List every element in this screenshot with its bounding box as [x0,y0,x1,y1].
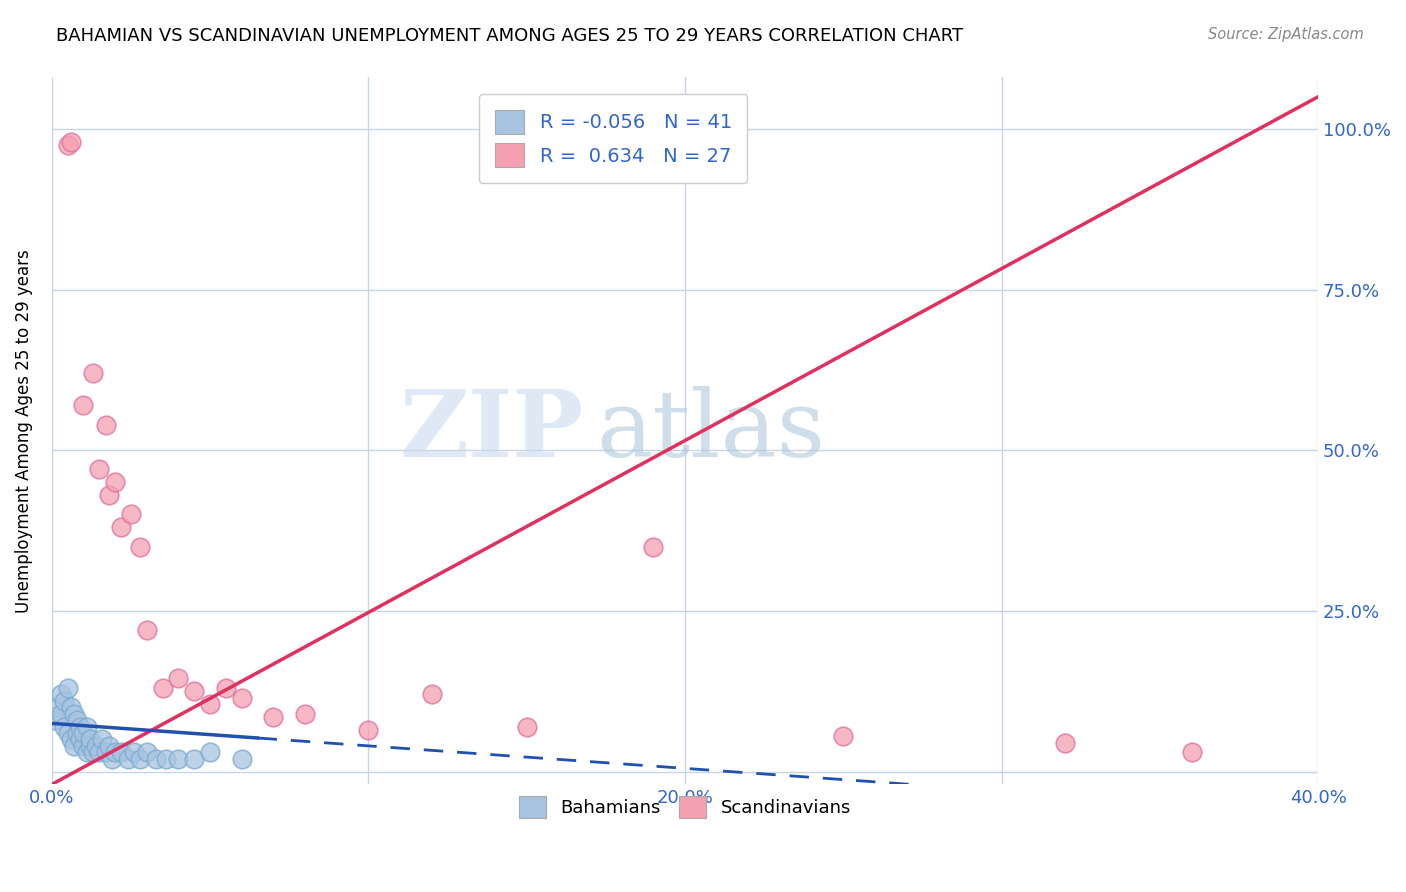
Point [56,681,79,695]
Point [167,752,190,766]
Point [643,540,665,554]
Text: ZIP: ZIP [399,386,583,476]
Point [1053,736,1076,750]
Point [51,688,73,702]
Point [72,739,94,753]
Point [120,508,142,522]
Point [294,706,316,721]
Point [69,720,91,734]
Point [82,366,104,380]
Point [155,752,177,766]
Point [59,732,82,747]
Y-axis label: Unemployment Among Ages 25 to 29 years: Unemployment Among Ages 25 to 29 years [15,249,32,613]
Point [198,745,221,759]
Point [94,745,117,759]
Point [63,706,86,721]
Point [66,726,89,740]
Point [84,739,107,753]
Point [183,684,205,698]
Point [215,681,238,695]
Point [101,752,124,766]
Point [53,720,76,734]
Point [72,726,94,740]
Point [135,745,157,759]
Point [76,745,98,759]
Point [516,720,538,734]
Point [72,398,94,412]
Point [104,745,127,759]
Point [89,462,111,476]
Point [53,694,76,708]
Point [262,710,284,724]
Point [79,732,101,747]
Point [56,137,79,152]
Point [183,752,205,766]
Point [56,726,79,740]
Point [145,752,167,766]
Point [59,700,82,714]
Point [117,752,139,766]
Point [89,745,111,759]
Point [110,520,132,534]
Point [167,672,190,686]
Point [198,697,221,711]
Point [91,732,114,747]
Point [59,135,82,149]
Point [46,700,69,714]
Point [122,745,145,759]
Point [1180,745,1202,759]
Point [76,720,98,734]
Point [66,713,89,727]
Point [104,475,127,490]
Point [357,723,380,737]
Point [94,417,117,432]
Point [82,745,104,759]
Point [69,732,91,747]
Text: atlas: atlas [596,386,825,476]
Point [110,745,132,759]
Point [129,752,152,766]
Point [135,623,157,637]
Legend: Bahamians, Scandinavians: Bahamians, Scandinavians [512,789,858,825]
Point [420,688,443,702]
Point [231,752,253,766]
Point [152,681,174,695]
Text: BAHAMIAN VS SCANDINAVIAN UNEMPLOYMENT AMONG AGES 25 TO 29 YEARS CORRELATION CHAR: BAHAMIAN VS SCANDINAVIAN UNEMPLOYMENT AM… [56,27,963,45]
Text: Source: ZipAtlas.com: Source: ZipAtlas.com [1208,27,1364,42]
Point [832,729,855,743]
Point [51,706,73,721]
Point [79,739,101,753]
Point [129,540,152,554]
Point [97,488,120,502]
Point [44,713,66,727]
Point [97,739,120,753]
Point [231,690,253,705]
Point [63,739,86,753]
